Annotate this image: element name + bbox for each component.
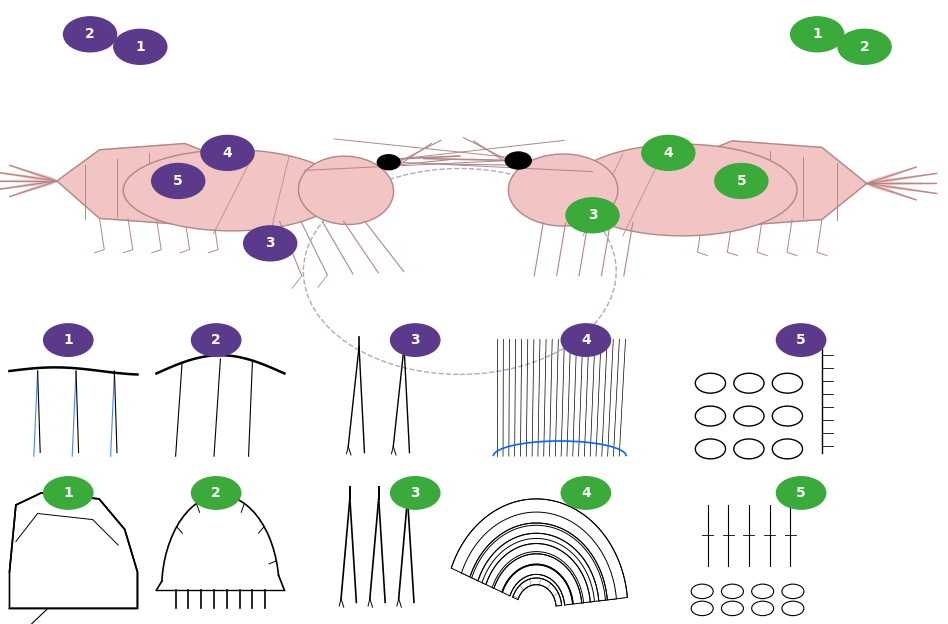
- Text: 3: 3: [410, 333, 420, 347]
- Circle shape: [64, 17, 117, 52]
- Circle shape: [114, 29, 167, 64]
- Circle shape: [152, 163, 205, 198]
- Polygon shape: [502, 565, 573, 605]
- Text: 3: 3: [265, 236, 275, 250]
- Polygon shape: [513, 578, 561, 606]
- Text: 5: 5: [173, 174, 183, 188]
- Polygon shape: [451, 499, 628, 600]
- Text: 2: 2: [211, 333, 221, 347]
- Text: 2: 2: [860, 40, 869, 54]
- Polygon shape: [866, 182, 937, 185]
- Polygon shape: [866, 183, 917, 200]
- Polygon shape: [0, 181, 57, 190]
- Circle shape: [776, 324, 826, 356]
- Ellipse shape: [508, 154, 618, 226]
- Circle shape: [791, 17, 844, 52]
- Polygon shape: [492, 552, 584, 604]
- Text: 4: 4: [581, 333, 591, 347]
- Polygon shape: [683, 141, 866, 226]
- Polygon shape: [0, 180, 57, 182]
- Text: 5: 5: [796, 333, 806, 347]
- Text: 4: 4: [223, 146, 232, 160]
- Circle shape: [838, 29, 891, 64]
- Circle shape: [391, 477, 440, 509]
- Ellipse shape: [568, 144, 797, 236]
- Circle shape: [505, 152, 531, 169]
- Polygon shape: [462, 512, 616, 601]
- Circle shape: [201, 135, 254, 170]
- Circle shape: [561, 477, 611, 509]
- Circle shape: [642, 135, 695, 170]
- Text: 1: 1: [136, 40, 145, 54]
- Circle shape: [191, 477, 241, 509]
- Circle shape: [715, 163, 768, 198]
- Circle shape: [377, 155, 400, 170]
- Circle shape: [391, 324, 440, 356]
- Ellipse shape: [299, 156, 393, 225]
- Circle shape: [191, 324, 241, 356]
- Text: 1: 1: [64, 333, 73, 347]
- Circle shape: [566, 198, 619, 233]
- Polygon shape: [866, 183, 937, 193]
- Text: 4: 4: [581, 486, 591, 500]
- Polygon shape: [9, 165, 57, 181]
- Polygon shape: [866, 173, 937, 183]
- Text: 1: 1: [812, 27, 822, 41]
- Text: 3: 3: [588, 208, 597, 222]
- Circle shape: [244, 226, 297, 261]
- Polygon shape: [9, 493, 137, 608]
- Polygon shape: [482, 539, 594, 603]
- Text: 1: 1: [64, 486, 73, 500]
- Circle shape: [776, 477, 826, 509]
- Polygon shape: [9, 181, 57, 197]
- Text: 3: 3: [410, 486, 420, 500]
- Circle shape: [44, 324, 93, 356]
- Text: 5: 5: [737, 174, 746, 188]
- Ellipse shape: [123, 150, 341, 231]
- Polygon shape: [0, 172, 57, 181]
- Text: 2: 2: [211, 486, 221, 500]
- Text: 2: 2: [85, 27, 95, 41]
- Circle shape: [561, 324, 611, 356]
- Polygon shape: [472, 525, 606, 602]
- Text: 4: 4: [664, 146, 673, 160]
- Text: 5: 5: [796, 486, 806, 500]
- Polygon shape: [57, 144, 232, 225]
- Circle shape: [44, 477, 93, 509]
- Polygon shape: [866, 167, 917, 183]
